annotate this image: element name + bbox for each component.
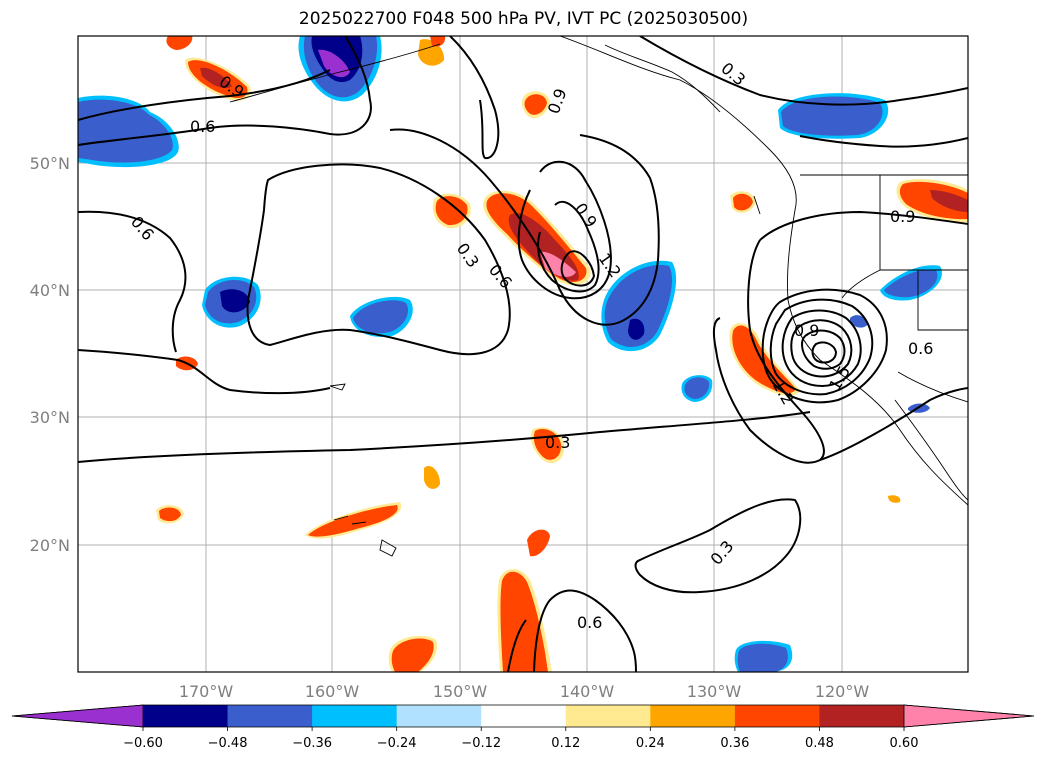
- lon-label: 170°W: [179, 682, 234, 701]
- colorbar-extend-max: [903, 704, 1035, 728]
- contour-label: 0.6: [908, 339, 933, 358]
- colorbar-segment: [312, 705, 398, 727]
- colorbar-tick-label: 0.12: [551, 736, 580, 751]
- contour-label: 0.6: [577, 613, 602, 632]
- lat-label: 50°N: [30, 154, 70, 173]
- contour-label: 0.9: [890, 207, 915, 226]
- map-area: [78, 36, 968, 672]
- map-frame: [77, 35, 969, 673]
- lon-label: 150°W: [433, 682, 488, 701]
- colorbar-segment: [819, 705, 905, 727]
- pv-shading: [78, 36, 968, 672]
- ivt-contours: [78, 36, 968, 672]
- lat-label: 30°N: [30, 408, 70, 427]
- contour-label: 0.3: [545, 433, 570, 452]
- colorbar-tick-label: −0.24: [377, 736, 417, 751]
- colorbar-segment: [481, 705, 567, 727]
- lon-label: 140°W: [560, 682, 615, 701]
- lon-label: 120°W: [815, 682, 870, 701]
- colorbar-tick-label: −0.36: [292, 736, 332, 751]
- colorbar-tick-label: 0.36: [720, 736, 749, 751]
- lat-label: 20°N: [30, 536, 70, 555]
- colorbar-segment: [650, 705, 736, 727]
- lon-label: 160°W: [305, 682, 360, 701]
- lon-label: 130°W: [687, 682, 742, 701]
- colorbar-tick-label: −0.60: [123, 736, 163, 751]
- latitude-labels: 50°N 40°N 30°N 20°N: [30, 154, 70, 555]
- colorbar: −0.60 −0.48 −0.36 −0.24 −0.12 0.12 0.24 0.36 0.4…: [11, 704, 1035, 751]
- colorbar-segment: [734, 705, 820, 727]
- colorbar-tick-label: −0.12: [461, 736, 501, 751]
- longitude-labels: 170°W 160°W 150°W 140°W 130°W 120°W: [179, 682, 870, 701]
- colorbar-segment: [227, 705, 313, 727]
- colorbar-tick-label: −0.48: [208, 736, 248, 751]
- colorbar-segment: [396, 705, 482, 727]
- coastlines: [229, 36, 968, 557]
- map-title: 2025022700 F048 500 hPa PV, IVT PC (2025…: [298, 9, 749, 29]
- colorbar-segment: [565, 705, 651, 727]
- contour-label: 0.6: [190, 117, 215, 136]
- colorbar-segment: [143, 705, 229, 727]
- colorbar-tick-label: 0.48: [805, 736, 834, 751]
- lat-label: 40°N: [30, 281, 70, 300]
- contour-label: 0.9: [794, 321, 819, 340]
- colorbar-tick-label: 0.24: [636, 736, 665, 751]
- colorbar-tick-label: 0.60: [890, 736, 919, 751]
- colorbar-extend-min: [11, 704, 144, 728]
